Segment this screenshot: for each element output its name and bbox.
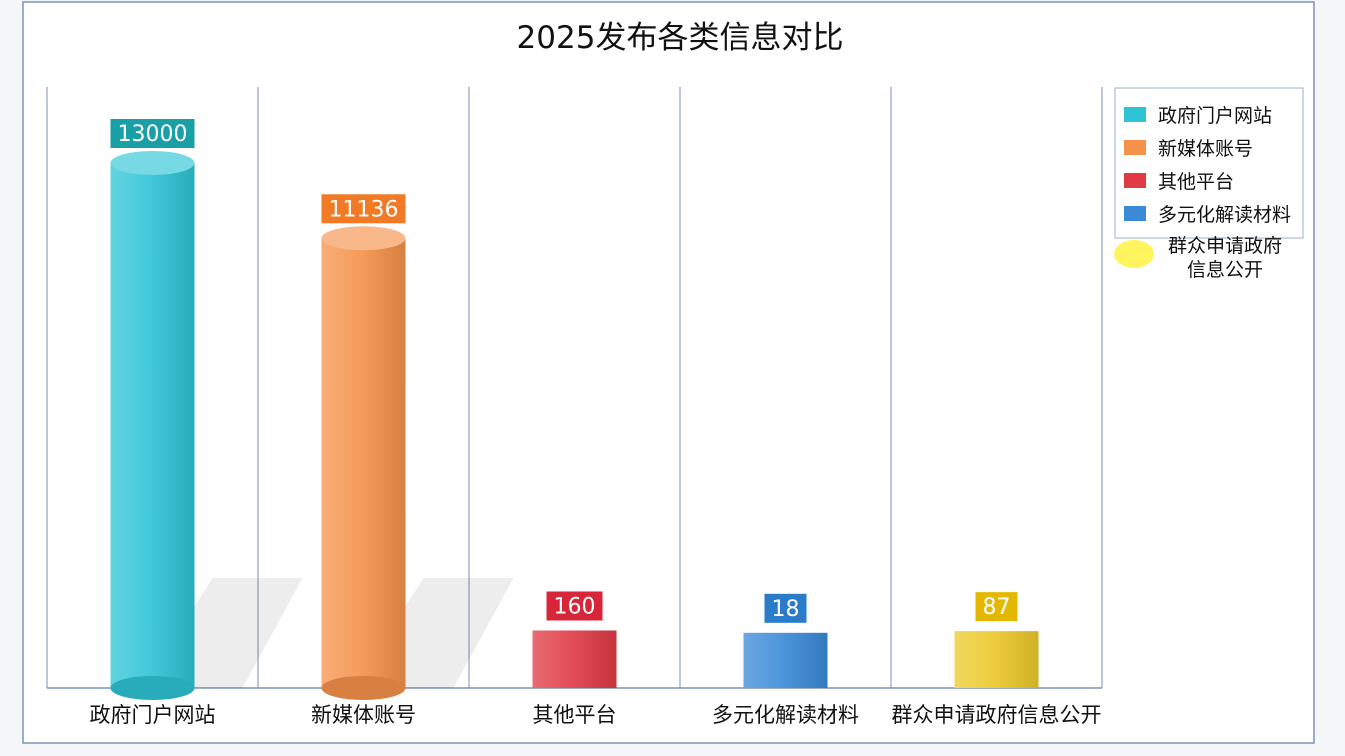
legend-swatch [1124, 173, 1146, 188]
bar [321, 238, 406, 688]
bar [110, 163, 195, 688]
chart-title: 2025发布各类信息对比 [517, 20, 844, 56]
legend-entry: 群众申请政府信息公开 [1168, 235, 1282, 281]
data-label: 87 [983, 595, 1011, 620]
legend-entry: 政府门户网站 [1158, 105, 1272, 127]
legend-box [1114, 87, 1304, 239]
bar [532, 630, 617, 688]
x-tick-label: 多元化解读材料 [712, 703, 859, 727]
bar-top [110, 151, 195, 175]
legend-swatch [1124, 107, 1146, 122]
data-label: 13000 [118, 122, 188, 147]
bar [743, 632, 828, 688]
legend-swatch [1124, 140, 1146, 155]
data-label: 11136 [329, 197, 399, 222]
data-label-bg [546, 591, 603, 621]
data-label: 18 [772, 597, 800, 622]
data-label-bg [975, 592, 1018, 622]
legend-entry: 新媒体账号 [1158, 138, 1253, 160]
legend-entry: 其他平台 [1158, 171, 1234, 193]
x-tick-label: 群众申请政府信息公开 [892, 703, 1102, 727]
x-tick-label: 政府门户网站 [90, 703, 216, 727]
plot-area: 13000 政府门户网站 11136 新媒体账号 160 其他平台 18 多元化解读材料 87 群… [46, 87, 1103, 727]
data-label-bg [110, 119, 195, 148]
legend-swatch [1124, 206, 1146, 221]
chart-frame [22, 1, 1315, 744]
bar-base [321, 676, 406, 700]
legend-entry: 多元化解读材料 [1158, 204, 1291, 226]
bar [954, 631, 1039, 688]
legend-swatch [1114, 240, 1154, 268]
x-tick-label: 新媒体账号 [311, 703, 416, 727]
data-label: 160 [554, 594, 596, 619]
x-tick-label: 其他平台 [533, 703, 617, 727]
bar-base [110, 676, 195, 700]
bar-top [321, 226, 406, 251]
data-label-bg [321, 194, 406, 224]
data-label-bg [764, 593, 807, 623]
